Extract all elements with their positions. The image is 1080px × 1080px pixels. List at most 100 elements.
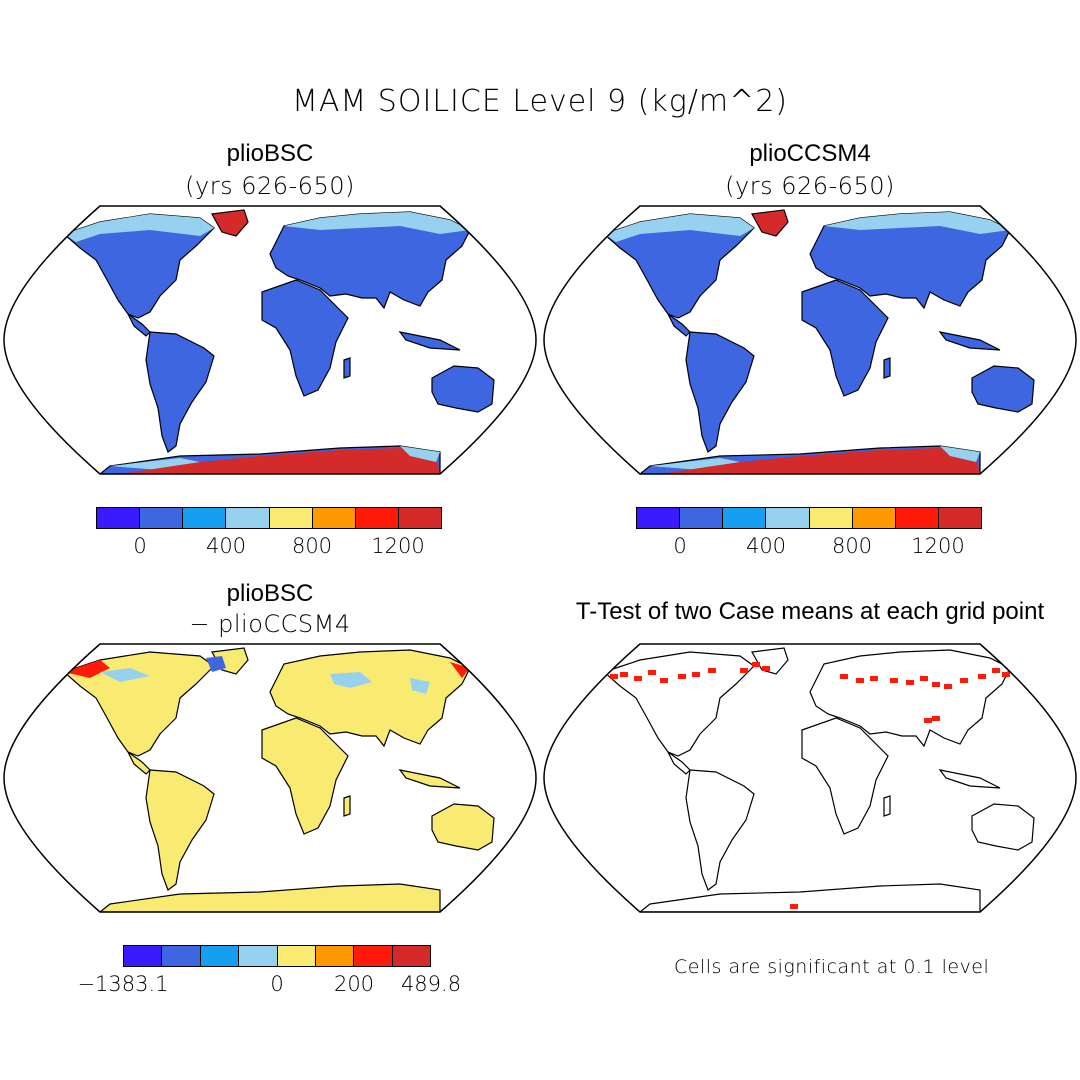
significant-cell [906, 680, 914, 685]
significant-cell [856, 678, 864, 683]
australia-landmass [431, 365, 495, 413]
northAmerica-landmass [602, 213, 755, 319]
northAmerica-landmass [602, 651, 755, 757]
centralAmerica-landmass [667, 751, 691, 775]
panel-3-subtitle: − plioCCSM4 [189, 610, 351, 638]
indonesia-landmass [938, 769, 1001, 789]
significant-cell [692, 672, 700, 677]
significant-cell [932, 716, 940, 721]
eurasia-landmass [269, 649, 471, 748]
siberia-ice-band [284, 212, 470, 234]
madagascar-landmass [883, 795, 891, 817]
indonesia-landmass [938, 331, 1001, 351]
significant-cell [678, 674, 686, 679]
colorbar-tick: 0 [133, 534, 147, 558]
arctic-ice-band [64, 214, 214, 242]
colorbar-swatch [895, 508, 939, 528]
significant-cell [610, 674, 618, 679]
colorbar-swatch [124, 946, 163, 966]
map-frame [543, 643, 1077, 913]
significant-cell [890, 678, 898, 683]
australia-landmass [431, 803, 495, 851]
greenland-ice [211, 209, 249, 237]
significant-cell [752, 662, 760, 667]
madagascar-landmass [343, 795, 351, 817]
centralAmerica-landmass [127, 751, 151, 775]
colorbar-tick: 0 [673, 534, 687, 558]
significant-cell [634, 676, 642, 681]
significant-cell [924, 718, 932, 723]
panel-3-title: plioBSC [226, 580, 314, 607]
panel-2-title: plioCCSM4 [749, 140, 871, 167]
significant-cell [870, 676, 878, 681]
colorbar-plioBSC [96, 507, 442, 529]
arctic-ice-band [604, 214, 754, 242]
africa-landmass [261, 279, 349, 397]
greenland-landmass [751, 647, 789, 675]
colorbar-swatch [398, 508, 441, 528]
significant-cell [944, 684, 952, 689]
colorbar-swatch [226, 508, 270, 528]
significant-cell [840, 674, 848, 679]
southAmerica-landmass [145, 331, 215, 453]
diff-patch-lightblue [410, 678, 430, 694]
significant-cell [978, 674, 986, 679]
significant-cell [660, 678, 668, 683]
significant-cell [1002, 672, 1010, 677]
colorbar-tick: 400 [205, 534, 247, 558]
colorbar-swatch [637, 508, 681, 528]
antarctic-fringe [110, 458, 200, 470]
eurasia-landmass [809, 649, 1011, 748]
colorbar-swatch [140, 508, 184, 528]
colorbar-tick: 489.8 [400, 972, 462, 996]
colorbar-swatch [315, 946, 355, 966]
colorbar-swatch [183, 508, 227, 528]
northAmerica-landmass [62, 213, 215, 319]
diff-patch-lightblue [330, 672, 372, 688]
colorbar-swatch [239, 946, 278, 966]
significant-cell [932, 682, 940, 687]
map-frame [3, 643, 537, 913]
southAmerica-landmass [685, 769, 755, 891]
centralAmerica-landmass [127, 313, 151, 337]
antarctica-ice [660, 448, 980, 474]
antarctic-fringe [650, 458, 740, 470]
northAmerica-landmass [62, 651, 215, 757]
greenland-ice [751, 209, 789, 237]
significant-cell [960, 678, 968, 683]
colorbar-swatch [312, 508, 356, 528]
madagascar-landmass [883, 357, 891, 379]
eurasia-landmass [269, 211, 471, 310]
significant-cell [740, 668, 748, 673]
indonesia-landmass [398, 769, 461, 789]
eurasia-landmass [809, 211, 1011, 310]
colorbar-tick: 1200 [371, 534, 425, 558]
colorbar-tick: 0 [270, 972, 284, 996]
southAmerica-landmass [145, 769, 215, 891]
significant-cell [992, 668, 1000, 673]
southAmerica-landmass [685, 331, 755, 453]
significant-cell [620, 672, 628, 677]
antarctica-landmass [638, 883, 981, 912]
australia-landmass [971, 803, 1035, 851]
colorbar-swatch [723, 508, 767, 528]
significant-cell [708, 668, 716, 673]
colorbar-swatch [809, 508, 853, 528]
colorbar-tick: 200 [333, 972, 375, 996]
colorbar-swatch [162, 946, 201, 966]
diff-patch-lightblue [100, 668, 150, 682]
figure-title: MAM SOILICE Level 9 (kg/m^2) [291, 84, 789, 119]
australia-landmass [971, 365, 1035, 413]
colorbar-tick: 1200 [911, 534, 965, 558]
diff-patch-red [450, 662, 470, 678]
colorbar-swatch [354, 946, 393, 966]
colorbar-tick: 400 [745, 534, 787, 558]
colorbar-swatch [277, 946, 316, 966]
colorbar-swatch [852, 508, 896, 528]
colorbar-swatch [200, 946, 240, 966]
colorbar-swatch [680, 508, 724, 528]
colorbar-tick: 800 [831, 534, 873, 558]
madagascar-landmass [343, 357, 351, 379]
africa-landmass [261, 717, 349, 835]
antarctica-ice [120, 448, 440, 474]
